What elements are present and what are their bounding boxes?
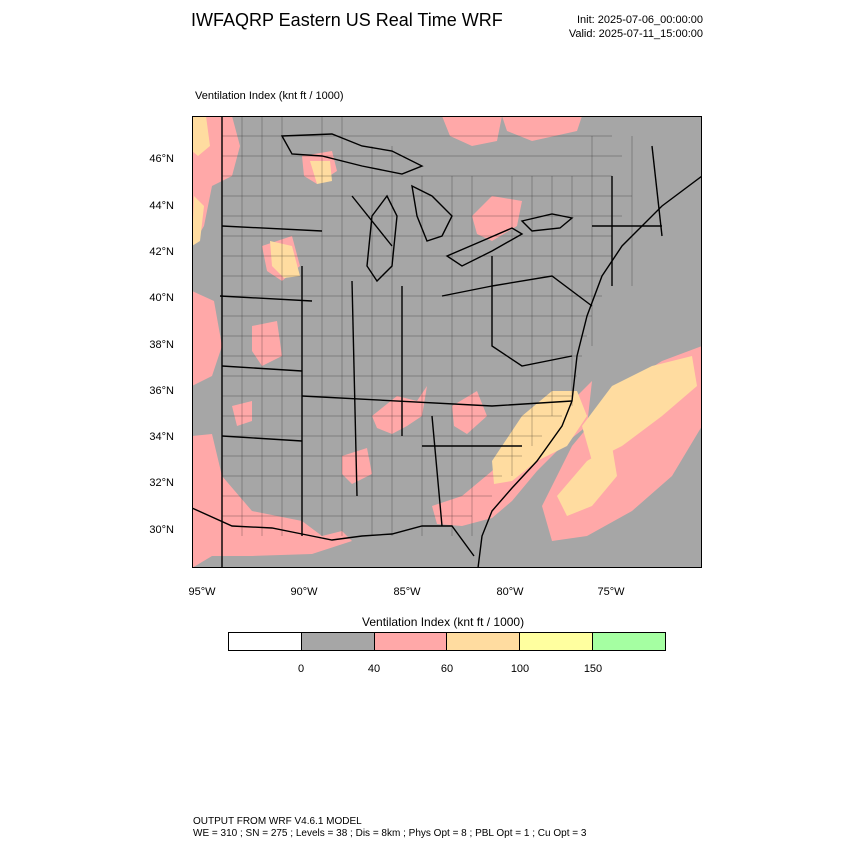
lon-label: 90°W <box>290 586 318 598</box>
legend-swatch <box>374 633 448 650</box>
color-legend <box>228 632 666 651</box>
lon-label: 80°W <box>496 586 524 598</box>
lat-label: 38°N <box>149 339 174 351</box>
legend-swatch <box>301 633 375 650</box>
legend-title: Ventilation Index (knt ft / 1000) <box>362 615 525 629</box>
legend-tick: 150 <box>583 663 603 675</box>
legend-tick: 60 <box>440 663 454 675</box>
valid-time: Valid: 2025-07-11_15:00:00 <box>568 28 703 40</box>
legend-tick: 0 <box>297 663 305 675</box>
legend-swatch <box>593 633 665 650</box>
map-frame <box>192 116 702 568</box>
lon-label: 75°W <box>597 586 625 598</box>
panel-label: Ventilation Index (knt ft / 1000) <box>195 90 344 102</box>
plot-title: IWFAQRP Eastern US Real Time WRF <box>191 10 503 30</box>
vi-60-100-areas <box>192 116 697 516</box>
lat-label: 44°N <box>149 200 174 212</box>
lat-label: 36°N <box>149 385 174 397</box>
lon-label: 85°W <box>393 586 421 598</box>
legend-swatch <box>447 633 521 650</box>
lat-label: 40°N <box>149 292 174 304</box>
init-time: Init: 2025-07-06_00:00:00 <box>577 14 703 26</box>
lon-label: 95°W <box>188 586 216 598</box>
lat-label: 46°N <box>149 153 174 165</box>
ventilation-index-map <box>192 116 702 568</box>
legend-tick: 40 <box>367 663 381 675</box>
footer-model: OUTPUT FROM WRF V4.6.1 MODEL <box>193 816 362 827</box>
lat-label: 42°N <box>149 246 174 258</box>
legend-swatch <box>229 633 302 650</box>
lat-label: 30°N <box>149 524 174 536</box>
lat-label: 32°N <box>149 477 174 489</box>
lat-label: 34°N <box>149 431 174 443</box>
legend-tick: 100 <box>510 663 530 675</box>
legend-swatch <box>520 633 594 650</box>
footer-params: WE = 310 ; SN = 275 ; Levels = 38 ; Dis … <box>193 828 587 839</box>
county-lines <box>222 116 633 536</box>
